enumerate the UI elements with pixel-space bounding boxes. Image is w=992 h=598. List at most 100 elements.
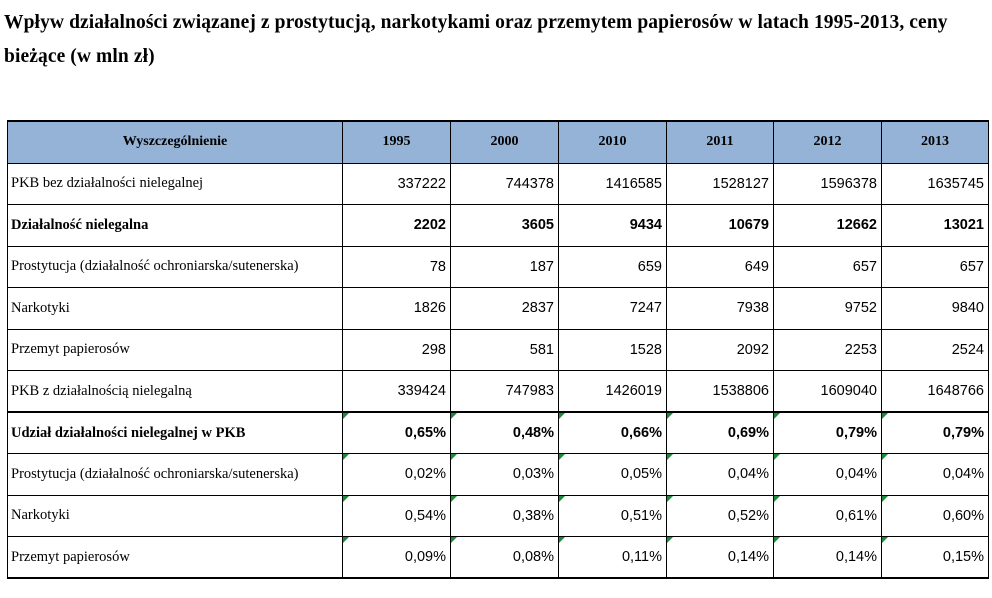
- row-label: Udział działalności nielegalnej w PKB: [7, 411, 343, 454]
- table-cell: 0,04%: [666, 453, 774, 496]
- table-cell: 13021: [881, 204, 989, 247]
- table-cell: 2837: [450, 287, 559, 330]
- table-cell: 339424: [342, 370, 451, 413]
- table-cell: 0,54%: [342, 494, 451, 537]
- table-cell: 1596378: [773, 162, 882, 205]
- table-cell: 298: [342, 328, 451, 371]
- cell-warning-marker: [882, 537, 888, 543]
- table-cell: 1528127: [666, 162, 774, 205]
- table-cell: 9840: [881, 287, 989, 330]
- table-row-prostytucja-pct: Prostytucja (działalność ochroniarska/su…: [7, 453, 989, 496]
- table-row-prostytucja: Prostytucja (działalność ochroniarska/su…: [7, 245, 989, 288]
- table-row-narkotyki: Narkotyki 1826 2837 7247 7938 9752 9840: [7, 287, 989, 330]
- cell-warning-marker: [559, 454, 565, 460]
- table-row-pkb-z: PKB z działalnością nielegalną 339424 74…: [7, 370, 989, 413]
- cell-warning-marker: [559, 495, 565, 502]
- table-cell: 1426019: [558, 370, 667, 413]
- table-cell: 0,15%: [881, 536, 989, 579]
- table-cell: 2253: [773, 328, 882, 371]
- table-cell: 1528: [558, 328, 667, 371]
- column-header-2012: 2012: [773, 120, 882, 164]
- table-cell: 0,51%: [558, 494, 667, 537]
- table-cell: 9752: [773, 287, 882, 330]
- cell-warning-marker: [559, 537, 565, 543]
- cell-warning-marker: [667, 413, 673, 419]
- row-label: Prostytucja (działalność ochroniarska/su…: [7, 245, 343, 288]
- table-cell: 581: [450, 328, 559, 371]
- cell-warning-marker: [882, 454, 888, 460]
- table-cell: 2092: [666, 328, 774, 371]
- table-cell: 1648766: [881, 370, 989, 413]
- cell-warning-marker: [451, 413, 457, 419]
- cell-warning-marker: [774, 495, 780, 502]
- table-cell: 12662: [773, 204, 882, 247]
- table-cell: 3605: [450, 204, 559, 247]
- cell-warning-marker: [774, 537, 780, 543]
- table-cell: 0,60%: [881, 494, 989, 537]
- table-cell: 2202: [342, 204, 451, 247]
- row-label: Działalność nielegalna: [7, 204, 343, 247]
- column-header-2010: 2010: [558, 120, 667, 164]
- table-cell: 1609040: [773, 370, 882, 413]
- column-header-2000: 2000: [450, 120, 559, 164]
- table-cell: 657: [773, 245, 882, 288]
- cell-warning-marker: [774, 454, 780, 460]
- cell-warning-marker: [343, 537, 349, 543]
- table-cell: 9434: [558, 204, 667, 247]
- table-cell: 649: [666, 245, 774, 288]
- cell-warning-marker: [774, 413, 780, 419]
- table-cell: 0,04%: [881, 453, 989, 496]
- table-cell: 659: [558, 245, 667, 288]
- table-cell: 657: [881, 245, 989, 288]
- table-row-udzial: Udział działalności nielegalnej w PKB 0,…: [7, 411, 989, 454]
- row-label: Przemyt papierosów: [7, 536, 343, 579]
- table-cell: 1538806: [666, 370, 774, 413]
- table-header-row: Wyszczególnienie 1995 2000 2010 2011 201…: [7, 120, 989, 164]
- cell-warning-marker: [343, 454, 349, 460]
- table-cell: 0,38%: [450, 494, 559, 537]
- table-row-narkotyki-pct: Narkotyki 0,54% 0,38% 0,51% 0,52% 0,61% …: [7, 494, 989, 537]
- row-label: PKB z działalnością nielegalną: [7, 370, 343, 413]
- table-cell: 747983: [450, 370, 559, 413]
- table-cell: 1635745: [881, 162, 989, 205]
- column-header-1995: 1995: [342, 120, 451, 164]
- cell-warning-marker: [667, 454, 673, 460]
- table-cell: 10679: [666, 204, 774, 247]
- row-label: Przemyt papierosów: [7, 328, 343, 371]
- table-cell: 0,14%: [773, 536, 882, 579]
- cell-warning-marker: [882, 495, 888, 502]
- table-cell: 1416585: [558, 162, 667, 205]
- row-label: Prostytucja (działalność ochroniarska/su…: [7, 453, 343, 496]
- table-cell: 0,02%: [342, 453, 451, 496]
- cell-warning-marker: [667, 495, 673, 502]
- cell-warning-marker: [343, 495, 349, 502]
- table-cell: 0,52%: [666, 494, 774, 537]
- table-row-przemyt: Przemyt papierosów 298 581 1528 2092 225…: [7, 328, 989, 371]
- table-cell: 0,11%: [558, 536, 667, 579]
- cell-warning-marker: [451, 495, 457, 502]
- data-table: Wyszczególnienie 1995 2000 2010 2011 201…: [7, 120, 989, 579]
- cell-warning-marker: [451, 454, 457, 460]
- table-cell: 1826: [342, 287, 451, 330]
- cell-warning-marker: [343, 413, 349, 419]
- table-row-dzialalnosc-nielegalna: Działalność nielegalna 2202 3605 9434 10…: [7, 204, 989, 247]
- cell-warning-marker: [882, 413, 888, 419]
- column-header-2013: 2013: [881, 120, 989, 164]
- table-cell: 0,66%: [558, 411, 667, 454]
- table-cell: 2524: [881, 328, 989, 371]
- table-cell: 0,09%: [342, 536, 451, 579]
- row-label: Narkotyki: [7, 287, 343, 330]
- table-cell: 0,48%: [450, 411, 559, 454]
- table-cell: 744378: [450, 162, 559, 205]
- table-cell: 337222: [342, 162, 451, 205]
- row-label: Narkotyki: [7, 494, 343, 537]
- table-cell: 0,79%: [773, 411, 882, 454]
- table-cell: 0,05%: [558, 453, 667, 496]
- table-cell: 0,04%: [773, 453, 882, 496]
- table-cell: 187: [450, 245, 559, 288]
- table-cell: 0,14%: [666, 536, 774, 579]
- table-cell: 0,03%: [450, 453, 559, 496]
- table-cell: 78: [342, 245, 451, 288]
- table-cell: 7938: [666, 287, 774, 330]
- row-label: PKB bez działalności nielegalnej: [7, 162, 343, 205]
